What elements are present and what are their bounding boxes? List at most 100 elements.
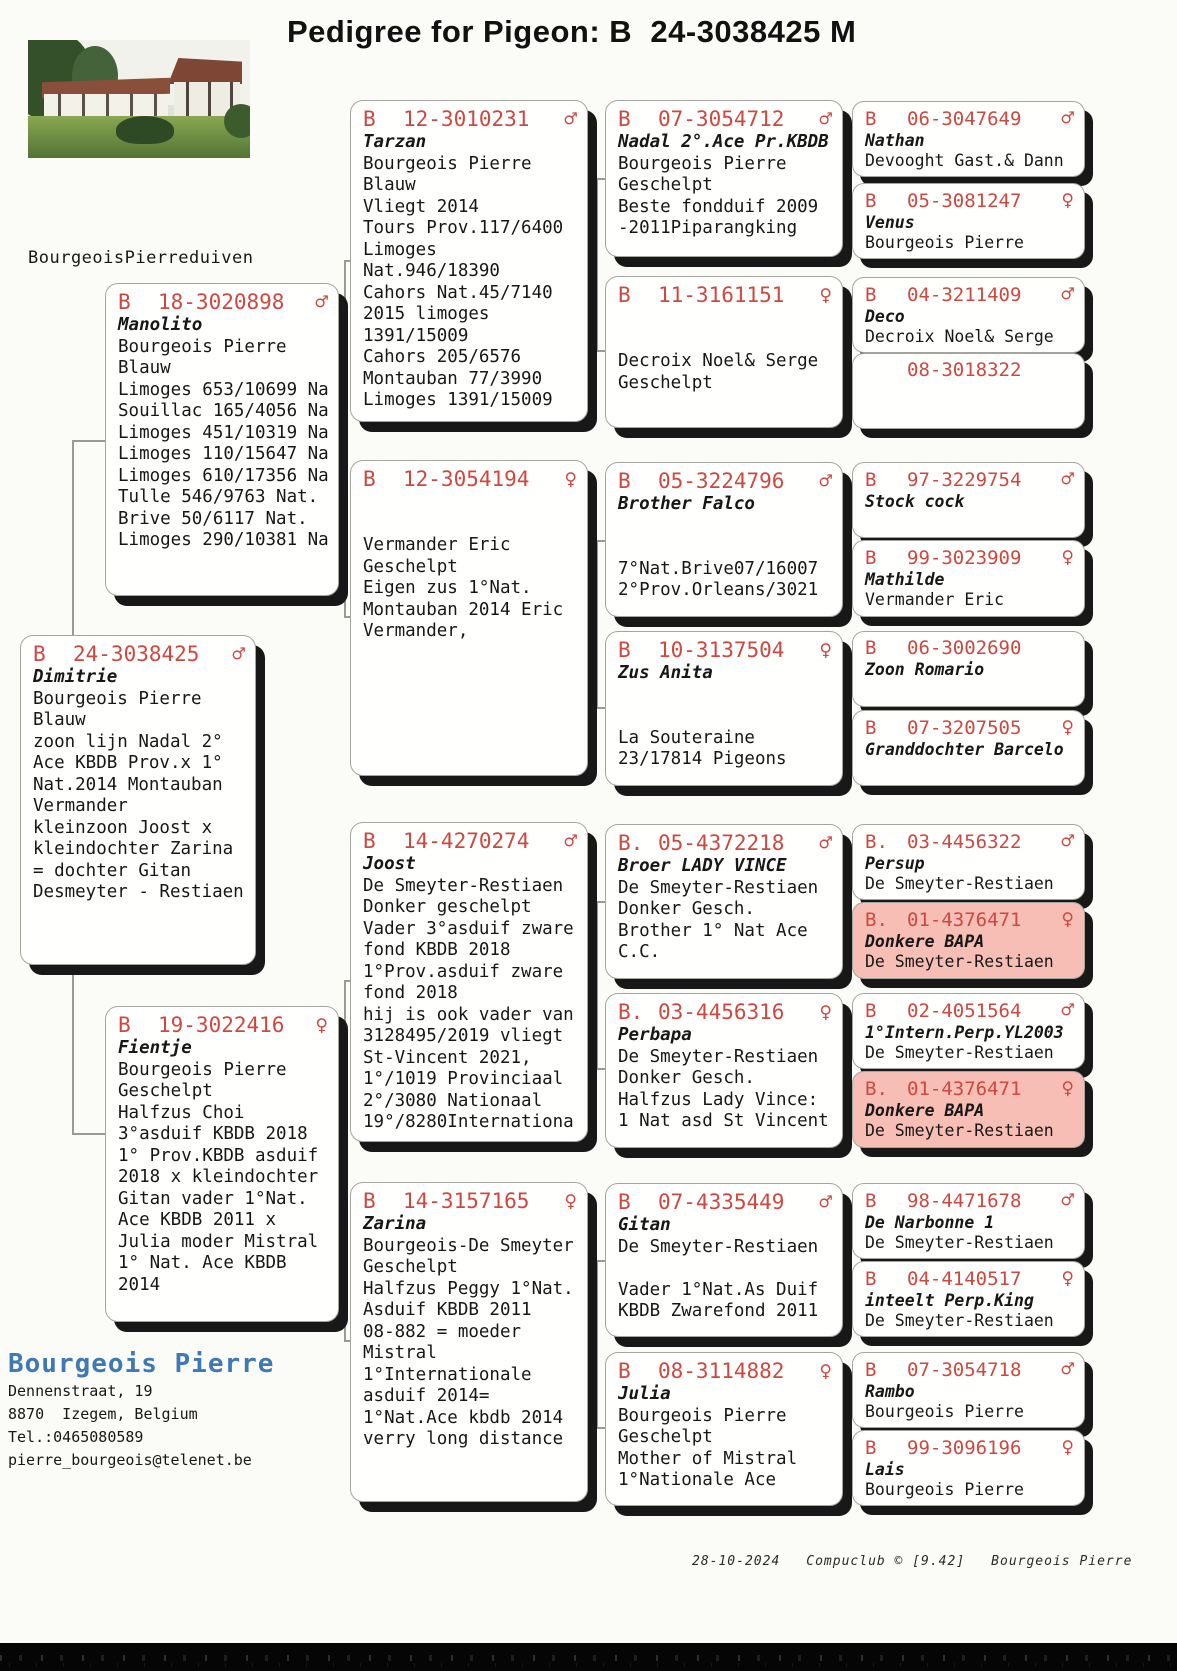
ring-header: B 99-3023909 ♀ (865, 546, 1078, 570)
ring-header: B. 05-4372218 ♂ (618, 830, 836, 856)
pigeon-details: Bourgeois Pierre Geschelpt Mother of Mis… (618, 1405, 798, 1491)
ring-number: 18-3020898 (158, 290, 285, 314)
sex-symbol: ♀ (1061, 907, 1074, 931)
pigeon-name: Julia (618, 1384, 671, 1404)
sex-symbol: ♂ (1061, 1188, 1074, 1212)
ring-header: B 10-3137504 ♀ (618, 637, 836, 663)
connector-line (842, 539, 848, 541)
pigeon-name (618, 308, 836, 330)
ring-header: B 08-3114882 ♀ (618, 1358, 836, 1384)
ring-number: 08-3018322 (907, 359, 1022, 381)
country-code: B (865, 1359, 877, 1381)
connector-line (842, 1259, 848, 1261)
ring-number: 04-3211409 (907, 284, 1022, 306)
connector-line (72, 1133, 105, 1135)
pigeon-details: Bourgeois Pierre Blauw Limoges 653/10699… (118, 336, 329, 551)
connector-line (846, 500, 854, 502)
ring-header: B. 01-4376471 ♀ (865, 1077, 1078, 1101)
owner-email: pierre_bourgeois@telenet.be (8, 1451, 252, 1469)
country-code: B (618, 638, 631, 662)
pigeon-details: De Smeyter-Restiaen (865, 1233, 1054, 1252)
country-code: B. (618, 831, 644, 855)
pedigree-box: B. 03-4456322 ♂ Persup De Smeyter-Restiaen (852, 824, 1085, 900)
pigeon-name: Broer LADY VINCE (618, 856, 787, 876)
footer-software: Compuclub © [9.42] (806, 1554, 966, 1569)
pigeon-details: De Smeyter-Restiaen Donker Gesch. Halfzu… (618, 1046, 829, 1132)
pedigree-box: B 06-3002690 Zoon Romario (852, 631, 1085, 707)
connector-line (846, 1107, 854, 1109)
connector-line (596, 1260, 598, 1429)
pigeon-name: Joost (363, 854, 416, 874)
pigeon-name: Brother Falco (618, 494, 755, 514)
sex-symbol: ♀ (564, 1189, 577, 1213)
ring-header: B 04-4140517 ♀ (865, 1267, 1078, 1291)
photo-roof (168, 58, 242, 84)
connector-line (596, 350, 607, 352)
photo-bush (116, 116, 174, 144)
sex-symbol: ♂ (819, 831, 832, 855)
sex-symbol: ♂ (1061, 106, 1074, 130)
connector-line (344, 260, 346, 618)
ring-header: B 14-4270274 ♂ (363, 828, 581, 854)
owner-name: Bourgeois Pierre (8, 1349, 275, 1379)
owner-city: 8870 Izegem, Belgium (8, 1405, 198, 1423)
pedigree-box-highlighted: B. 01-4376471 ♀ Donkere BAPA De Smeyter-Re… (852, 902, 1085, 979)
country-code: B (618, 469, 631, 493)
connector-line (846, 938, 854, 940)
pedigree-box: B 04-3211409 ♂ Deco Decroix Noel& Serge (852, 277, 1085, 353)
country-code: B (118, 1013, 131, 1037)
pigeon-name: Zus Anita (618, 663, 713, 683)
pigeon-details: Vermander Eric (865, 590, 1005, 609)
sex-symbol: ♀ (1061, 715, 1074, 739)
pigeon-details: De Smeyter-Restiaen (865, 952, 1054, 971)
ring-header: B 19-3022416 ♀ (118, 1012, 332, 1038)
connector-line (846, 1297, 854, 1299)
connector-line (588, 616, 598, 618)
sex-symbol: ♀ (1061, 545, 1074, 569)
ring-header: B 97-3229754 ♂ (865, 468, 1078, 492)
pigeon-name: Manolito (118, 315, 203, 335)
pigeon-details: De Smeyter-Restiaen (865, 1043, 1054, 1062)
country-code: B (865, 717, 877, 739)
ring-header: B 11-3161151 ♀ (618, 282, 836, 308)
ring-header: B 12-3010231 ♂ (363, 106, 581, 132)
ring-number: 06-3002690 (907, 637, 1022, 659)
connector-line (344, 1340, 352, 1342)
ring-header: B 04-3211409 ♂ (865, 283, 1078, 307)
connector-line (596, 1068, 607, 1070)
country-code: B (865, 637, 877, 659)
pigeon-details: De Smeyter-Restiaen Donker Gesch. Brothe… (618, 877, 819, 963)
sex-symbol: ♀ (819, 1359, 832, 1383)
country-code: B (865, 1190, 877, 1212)
connector-line (846, 142, 854, 144)
pigeon-name: Persup (865, 854, 925, 873)
pedigree-box: B 14-4270274 ♂ Joost De Smeyter-Restiaen D… (350, 822, 588, 1142)
pigeon-name: Lais (865, 1460, 905, 1479)
pigeon-name: De Narbonne 1 (865, 1213, 995, 1232)
ring-header: B 99-3096196 ♀ (865, 1436, 1078, 1460)
ring-number: 06-3047649 (907, 108, 1022, 130)
footer-owner: Bourgeois Pierre (991, 1554, 1133, 1569)
ring-number: 98-4471678 (907, 1190, 1022, 1212)
pigeon-name: Dimitrie (33, 667, 118, 687)
pedigree-box: B 07-3054712 ♂ Nadal 2°.Ace Pr.KBDB Bourge… (605, 100, 843, 257)
sex-symbol: ♂ (819, 107, 832, 131)
ring-number: 99-3096196 (907, 1437, 1022, 1459)
pigeon-details: De Smeyter-Restiaen Vader 1°Nat.As Duif … (618, 1236, 819, 1322)
pedigree-box: 08-3018322 (852, 353, 1085, 429)
pedigree-box: B 06-3047649 ♂ Nathan Devooght Gast.& Dann (852, 101, 1085, 177)
sex-symbol: ♂ (1061, 829, 1074, 853)
pigeon-name: Fientje (118, 1038, 192, 1058)
country-code: B (618, 1359, 631, 1383)
connector-line (846, 669, 854, 671)
sex-symbol: ♀ (1061, 1266, 1074, 1290)
pigeon-details: Bourgeois Pierre (865, 1480, 1024, 1499)
sex-symbol: ♀ (1061, 1076, 1074, 1100)
pedigree-box-highlighted: B. 01-4376471 ♀ Donkere BAPA De Smeyter-Re… (852, 1071, 1085, 1148)
pedigree-box: B 12-3054194 ♀ Vermander Eric Geschelpt Ei… (350, 460, 588, 776)
pedigree-box: B 02-4051564 ♂ 1°Intern.Perp.YL2003 De Sme… (852, 993, 1085, 1069)
pedigree-box: B 08-3114882 ♀ Julia Bourgeois Pierre Gesc… (605, 1352, 843, 1506)
connector-line (842, 900, 848, 902)
country-code: B (865, 284, 877, 306)
pigeon-name (363, 492, 581, 514)
